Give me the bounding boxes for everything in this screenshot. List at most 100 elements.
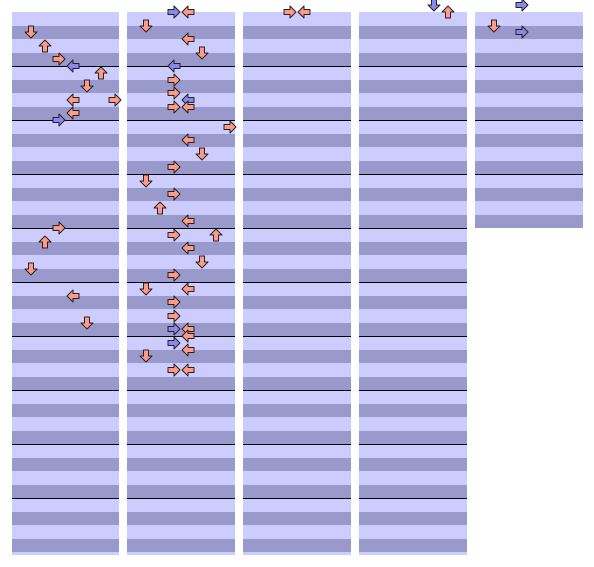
row-stripe — [127, 66, 235, 80]
row-stripe — [12, 214, 119, 228]
row-stripe — [12, 25, 119, 39]
row-stripe — [243, 552, 351, 555]
row-stripe — [127, 444, 235, 458]
measure-line — [127, 390, 235, 391]
measure-line — [475, 174, 583, 175]
row-stripe — [12, 349, 119, 363]
arrow-down-icon — [139, 282, 153, 296]
row-stripe — [127, 336, 235, 350]
row-stripe — [475, 79, 583, 93]
measure-line — [359, 498, 467, 499]
row-stripe — [359, 511, 467, 525]
arrow-right-icon — [108, 93, 122, 107]
row-stripe — [127, 12, 235, 26]
measure-line — [243, 282, 351, 283]
measure-line — [127, 444, 235, 445]
arrow-left-icon — [181, 5, 195, 19]
row-stripe — [243, 484, 351, 498]
arrow-right-icon — [167, 322, 181, 336]
arrow-left-icon — [181, 133, 195, 147]
measure-line — [243, 336, 351, 337]
row-stripe — [127, 390, 235, 404]
row-stripe — [359, 552, 467, 555]
row-stripe — [359, 52, 467, 66]
row-stripe — [127, 241, 235, 255]
row-stripe — [475, 12, 583, 26]
row-stripe — [359, 525, 467, 539]
row-stripe — [359, 79, 467, 93]
row-stripe — [243, 322, 351, 336]
row-stripe — [12, 93, 119, 107]
row-stripe — [127, 228, 235, 242]
row-stripe — [12, 282, 119, 296]
measure-line — [243, 174, 351, 175]
row-stripe — [359, 349, 467, 363]
row-stripe — [243, 255, 351, 269]
arrow-right-icon — [515, 25, 529, 39]
arrow-down-icon — [487, 19, 501, 33]
arrow-left-icon — [181, 241, 195, 255]
measure-line — [359, 444, 467, 445]
arrow-right-icon — [167, 363, 181, 377]
row-stripe — [359, 12, 467, 26]
row-stripe — [127, 268, 235, 282]
row-stripe — [359, 39, 467, 53]
row-stripe — [359, 282, 467, 296]
row-stripe — [359, 66, 467, 80]
row-stripe — [243, 12, 351, 26]
arrow-up-icon — [94, 66, 108, 80]
row-stripe — [243, 52, 351, 66]
row-stripe — [359, 390, 467, 404]
row-stripe — [359, 268, 467, 282]
measure-line — [243, 444, 351, 445]
row-stripe — [243, 79, 351, 93]
row-stripe — [12, 430, 119, 444]
measure-line — [127, 174, 235, 175]
row-stripe — [127, 93, 235, 107]
column-3 — [243, 5, 351, 555]
row-stripe — [127, 484, 235, 498]
row-stripe — [12, 255, 119, 269]
column-1 — [12, 12, 122, 555]
row-stripe — [12, 241, 119, 255]
row-stripe — [359, 403, 467, 417]
row-stripe — [243, 417, 351, 431]
row-stripe — [475, 160, 583, 174]
arrow-right-icon — [167, 336, 181, 350]
row-stripe — [243, 471, 351, 485]
arrow-down-icon — [139, 19, 153, 33]
arrow-down-icon — [24, 262, 38, 276]
row-stripe — [127, 322, 235, 336]
row-stripe — [243, 430, 351, 444]
row-stripe — [127, 295, 235, 309]
measure-line — [359, 174, 467, 175]
measure-line — [12, 120, 119, 121]
row-stripe — [359, 484, 467, 498]
row-stripe — [359, 93, 467, 107]
row-stripe — [243, 376, 351, 390]
row-stripe — [127, 201, 235, 215]
row-stripe — [243, 174, 351, 188]
row-stripe — [243, 295, 351, 309]
row-stripe — [359, 133, 467, 147]
row-stripe — [127, 255, 235, 269]
measure-line — [243, 66, 351, 67]
row-stripe — [127, 52, 235, 66]
row-stripe — [475, 93, 583, 107]
measure-line — [12, 282, 119, 283]
row-stripe — [475, 174, 583, 188]
row-stripe — [12, 133, 119, 147]
row-stripe — [127, 525, 235, 539]
row-stripe — [475, 133, 583, 147]
row-stripe — [127, 457, 235, 471]
row-stripe — [359, 241, 467, 255]
row-stripe — [12, 417, 119, 431]
row-stripe — [243, 228, 351, 242]
measure-line — [243, 498, 351, 499]
arrow-right-icon — [167, 187, 181, 201]
arrow-right-icon — [167, 160, 181, 174]
row-stripe — [127, 538, 235, 552]
row-stripe — [12, 120, 119, 134]
arrow-down-icon — [80, 316, 94, 330]
measure-line — [359, 120, 467, 121]
